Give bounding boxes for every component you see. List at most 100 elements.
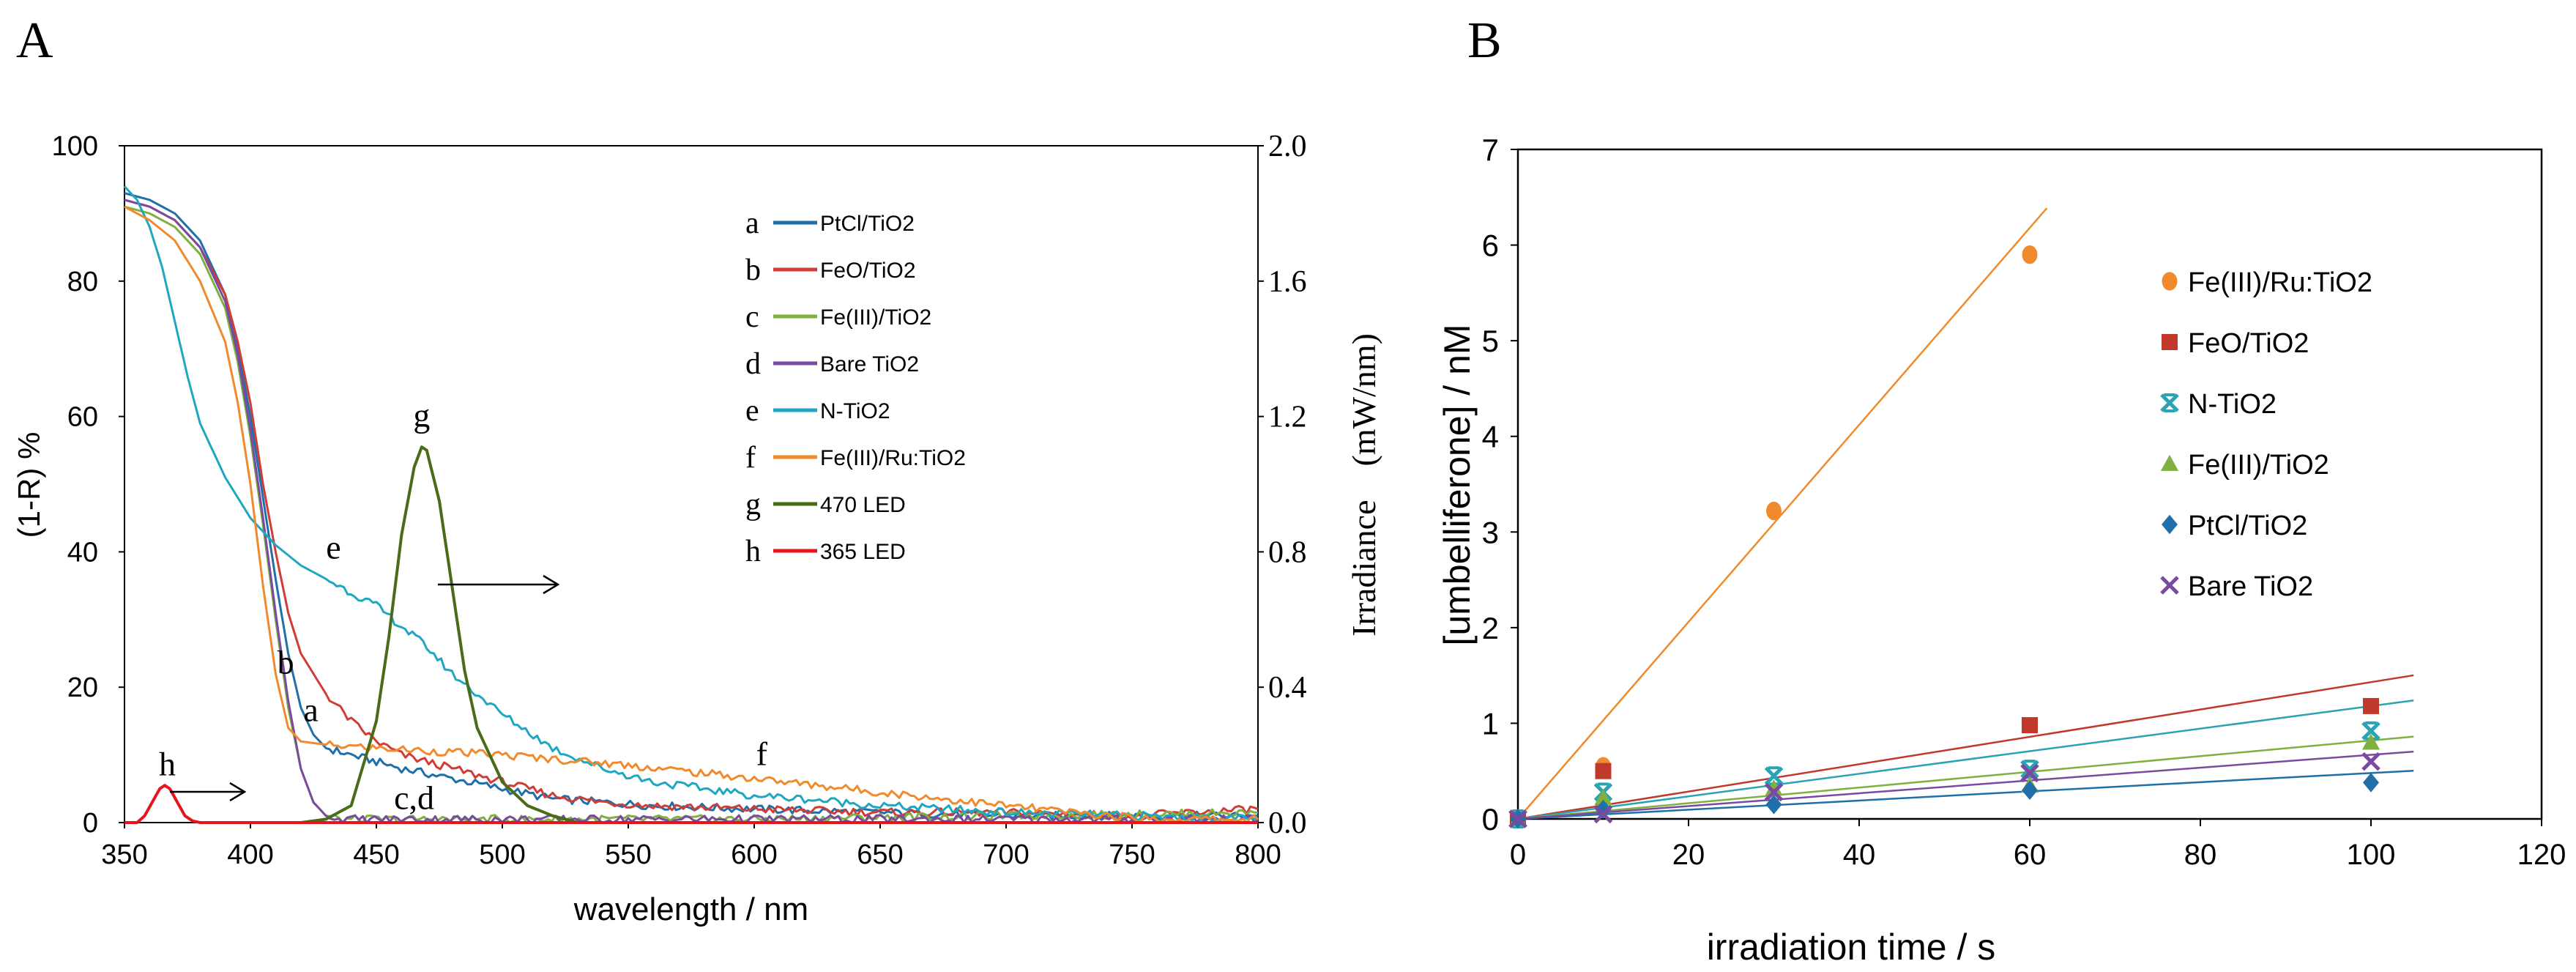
- legend-marker: [2162, 334, 2178, 350]
- y-tick-label-left: 60: [67, 402, 98, 433]
- x-tick-label: 450: [353, 839, 399, 870]
- panel-a-plot-area: [124, 145, 1259, 823]
- data-point: [1765, 779, 1783, 796]
- data-point: [1766, 501, 1782, 521]
- series-annotation: c,d: [394, 779, 434, 817]
- marker-stroke: [1508, 809, 1527, 828]
- y-tick-label: 7: [1482, 133, 1499, 167]
- y-tick-label: 5: [1482, 324, 1499, 358]
- series-annotation: g: [413, 396, 430, 434]
- data-point: [2361, 752, 2380, 771]
- data-point: [1595, 799, 1612, 820]
- legend-label: Bare TiO2: [2188, 571, 2313, 602]
- panel-b-letter: B: [1467, 12, 1502, 69]
- panel-a-arrows: [170, 574, 560, 802]
- panel-b-x-label: irradiation time / s: [1707, 927, 1996, 968]
- panel-a-series: [123, 185, 1259, 824]
- x-tick-label: 750: [1109, 839, 1155, 870]
- y-tick-label: 1: [1482, 706, 1499, 741]
- panel-a-y-axis-left: 0 20 40 60 80 100: [52, 131, 124, 839]
- x-tick-label: 650: [857, 839, 903, 870]
- panel-b-legend: Fe(III)/Ru:TiO2 FeO/TiO2 N-TiO2 Fe(III)/TiO…: [2160, 267, 2372, 602]
- y-tick-label-right: 0.0: [1268, 806, 1307, 840]
- y-tick-label-right: 1.6: [1268, 265, 1307, 299]
- series-annotation: f: [756, 735, 768, 772]
- data-point: [1765, 795, 1782, 815]
- y-tick-label-left: 100: [52, 131, 98, 162]
- marker-stroke: [1764, 766, 1784, 786]
- series-line-h: [124, 784, 1258, 824]
- panel-a-y-label-left: (1-R) %: [12, 432, 46, 538]
- data-point: [2022, 780, 2038, 801]
- legend-letter: a: [745, 207, 759, 240]
- panel-b-y-label: [umbelliferone] / nM: [1437, 324, 1478, 645]
- series-line-a: [124, 192, 1259, 821]
- y-tick-label: 0: [1482, 802, 1499, 836]
- marker-stroke: [2020, 763, 2039, 783]
- x-tick-label: 400: [227, 839, 273, 870]
- panel-a-y-axis-right: 0.0 0.4 0.8 1.2 1.6 2.0: [1258, 130, 1307, 840]
- legend-letter: f: [745, 441, 756, 475]
- marker-stroke: [2020, 760, 2039, 779]
- y-tick-label-left: 40: [67, 537, 98, 568]
- panel-a-chart: 350 400 450 500 550 600 650 700 750 800 0 20 40 60 80…: [12, 130, 1382, 927]
- x-tick-label: 500: [479, 839, 525, 870]
- data-point: [2022, 245, 2038, 264]
- legend-label: Fe(III)/Ru:TiO2: [2188, 267, 2372, 298]
- fit-line: [1517, 735, 2414, 820]
- data-point: [1764, 782, 1784, 802]
- y-tick-label-right: 0.4: [1268, 671, 1307, 705]
- x-tick-label: 40: [1843, 839, 1876, 871]
- y-tick-label-right: 2.0: [1268, 130, 1307, 163]
- panel-b-chart: 0 20 40 60 80 100 120 0 1 2 3 4 5 6 7 Fe(III)/Ru:TiO2…: [1437, 133, 2566, 968]
- y-tick-label: 4: [1482, 420, 1499, 454]
- panel-b-x-axis: 0 20 40 60 80 100 120: [1510, 819, 2566, 871]
- legend-marker: [2162, 514, 2178, 535]
- legend-label: PtCl/TiO2: [820, 212, 915, 236]
- panel-b-y-axis: 0 1 2 3 4 5 6 7: [1482, 133, 1518, 836]
- marker-stroke: [1764, 782, 1784, 802]
- arrow-head-icon: [543, 574, 560, 595]
- data-point: [2363, 773, 2379, 793]
- y-tick-label: 6: [1482, 229, 1499, 263]
- legend-label: PtCl/TiO2: [2188, 511, 2307, 541]
- fit-line: [1517, 699, 2414, 820]
- x-tick-label: 120: [2517, 839, 2566, 871]
- fit-line: [1517, 750, 2414, 820]
- data-point: [1595, 763, 1612, 779]
- legend-label: N-TiO2: [2188, 389, 2277, 420]
- legend-label: 470 LED: [820, 493, 906, 517]
- legend-marker: [2162, 272, 2178, 291]
- y-tick-label-left: 20: [67, 672, 98, 703]
- x-tick-label: 100: [2347, 839, 2396, 871]
- fit-line: [1517, 769, 2414, 820]
- x-tick-label: 350: [101, 839, 147, 870]
- x-tick-label: 800: [1235, 839, 1281, 870]
- series-annotation: h: [159, 745, 176, 782]
- legend-label: Bare TiO2: [820, 352, 919, 376]
- fit-line: [1517, 674, 2414, 820]
- x-tick-label: 60: [2014, 839, 2047, 871]
- legend-label: FeO/TiO2: [2188, 328, 2309, 359]
- panel-a-legend: a PtCl/TiO2 b FeO/TiO2 c Fe(III)/TiO2 d Bare Ti…: [745, 207, 966, 568]
- series-line-f: [124, 205, 1259, 824]
- legend-letter: g: [745, 488, 761, 522]
- legend-letter: c: [745, 300, 759, 334]
- arrow-head-icon: [229, 782, 247, 802]
- x-tick-label: 550: [605, 839, 651, 870]
- marker-stroke: [2361, 721, 2380, 741]
- legend-label: 365 LED: [820, 540, 906, 564]
- fit-line: [1517, 207, 2048, 820]
- legend-label: Fe(III)/TiO2: [820, 305, 931, 330]
- data-point: [2361, 733, 2380, 750]
- x-tick-label: 80: [2184, 839, 2217, 871]
- data-point: [1594, 789, 1612, 806]
- series-annotation: a: [303, 691, 318, 728]
- y-tick-label: 3: [1482, 515, 1499, 549]
- data-point: [1508, 809, 1527, 828]
- y-tick-label-right: 0.8: [1268, 535, 1307, 569]
- panel-a-x-label: wavelength / nm: [573, 891, 808, 927]
- legend-label: Fe(III)/Ru:TiO2: [820, 446, 966, 470]
- legend-letter: e: [745, 394, 759, 428]
